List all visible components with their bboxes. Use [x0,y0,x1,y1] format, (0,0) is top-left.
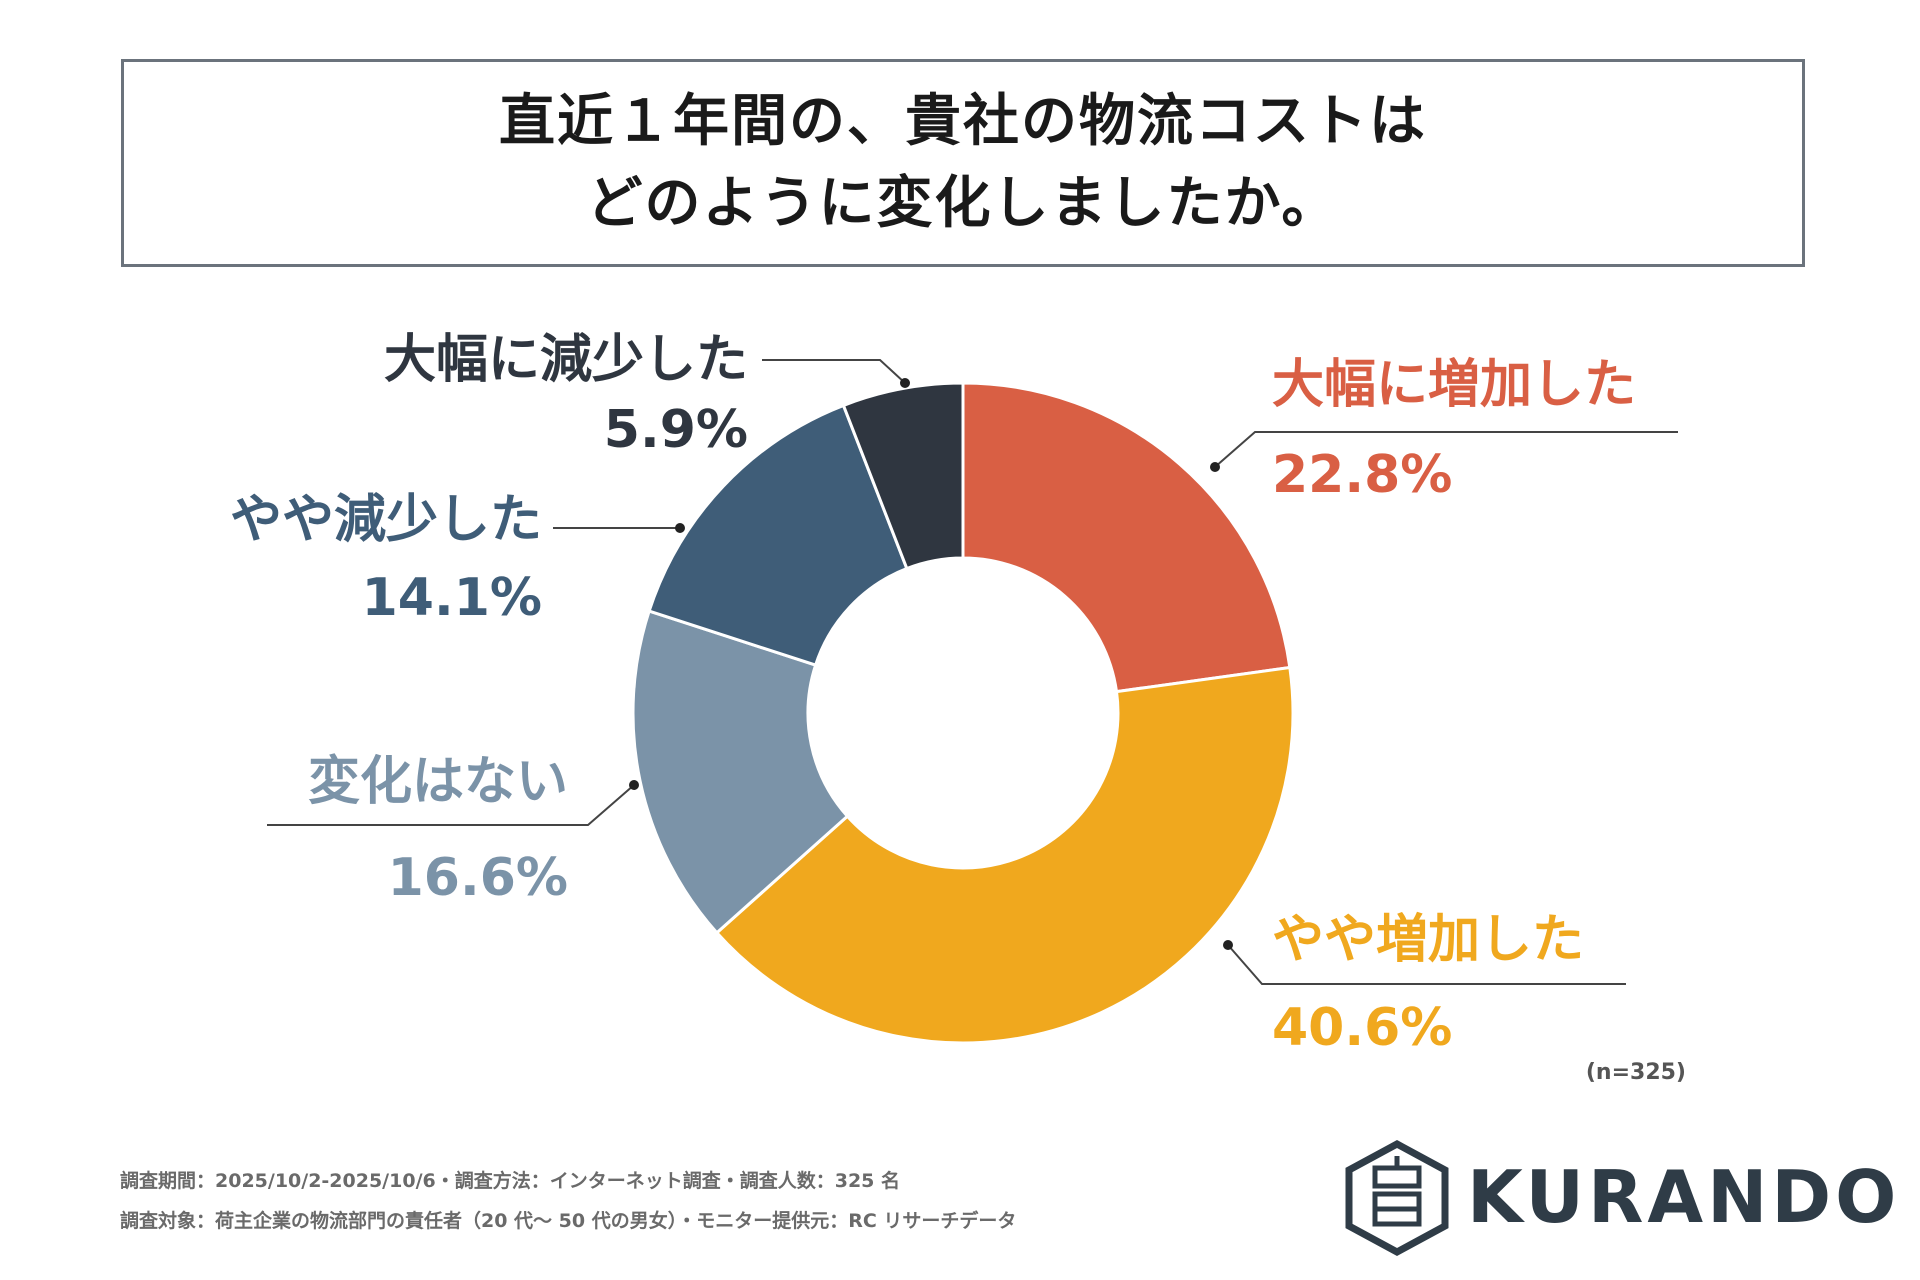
title-box: 直近１年間の、貴社の物流コストは どのように変化しましたか。 [121,59,1805,267]
slice-large-increase [961,381,1292,694]
kurando-hexagon-icon [1345,1140,1449,1256]
slice-no-change [631,609,850,935]
logo-text: KURANDO [1467,1155,1901,1239]
footer-line-1: 調査期間：2025/10/2-2025/10/6・調査方法：インターネット調査・… [120,1170,901,1192]
footer-line-2: 調査対象：荷主企業の物流部門の責任者（20 代〜 50 代の男女）・モニター提供… [120,1210,1017,1232]
label-slight-decrease-value: 14.1% [361,568,542,628]
label-slight-increase: やや増加した 40.6% [1272,910,1584,1058]
leader-no-change [267,784,635,826]
title-line-2: どのように変化しましたか。 [586,171,1340,236]
label-slight-decrease-name: やや減少した [229,490,542,550]
label-large-increase-value: 22.8% [1272,445,1453,505]
label-large-increase-name: 大幅に増加した [1272,355,1637,415]
leader-slight-decrease-dot [675,523,685,533]
label-large-decrease: 大幅に減少した 5.9% [384,330,748,460]
label-slight-decrease: やや減少した 14.1% [230,490,542,628]
leader-slight-increase-dot [1223,940,1233,950]
sample-size: (n=325) [1585,1060,1686,1085]
leader-large-increase-dot [1210,462,1220,472]
slice-slight-increase [714,665,1295,1045]
leader-large-decrease [762,359,906,384]
leader-large-decrease-dot [900,378,910,388]
leader-large-increase [1214,431,1678,468]
leader-no-change-dot [629,780,639,790]
label-large-decrease-value: 5.9% [603,400,748,460]
label-no-change-value: 16.6% [387,848,568,908]
label-slight-increase-name: やや増加した [1272,910,1585,970]
label-no-change-name: 変化はない [307,752,568,812]
slice-large-decrease [841,381,965,571]
kurando-logo: KURANDO [1337,1138,1896,1258]
leader-slight-increase [1227,944,1626,985]
label-large-increase: 大幅に増加した 22.8% [1272,355,1636,505]
label-large-decrease-name: 大幅に減少した [383,330,748,390]
title-line-1: 直近１年間の、貴社の物流コストは [499,89,1427,154]
slice-slight-decrease [647,403,909,667]
label-slight-increase-value: 40.6% [1272,998,1453,1058]
label-no-change: 変化はない 16.6% [308,752,568,908]
